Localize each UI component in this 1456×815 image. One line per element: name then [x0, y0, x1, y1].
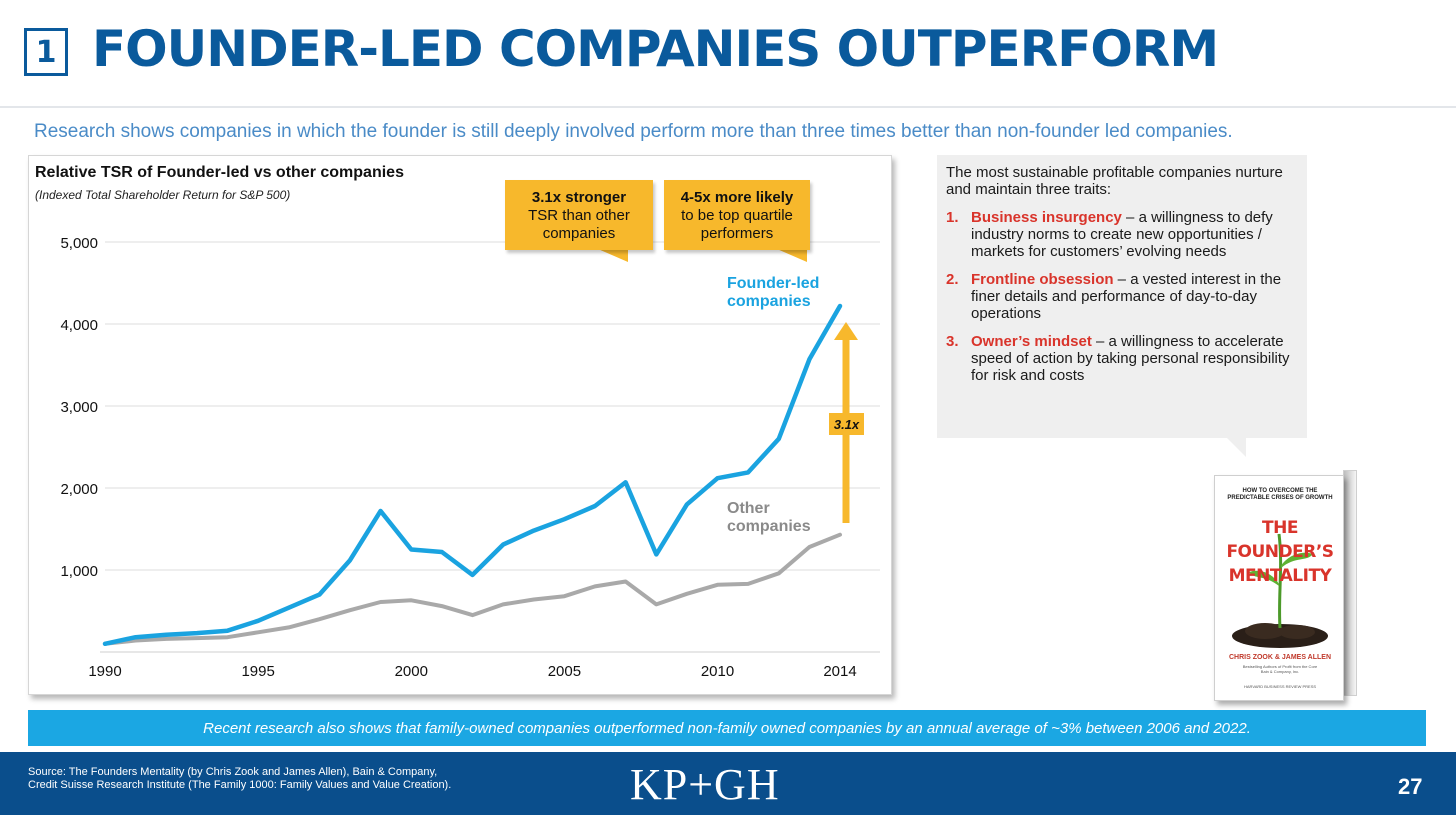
y-tick-label: 3,000 [60, 399, 98, 416]
plant-soil-icon [1232, 533, 1328, 648]
traits-panel: The most sustainable profitable companie… [937, 155, 1307, 438]
trait-name: Owner’s mindset [971, 333, 1092, 350]
multiplier-tag: 3.1x [829, 413, 864, 435]
book-title: THE FOUNDER’S MENTALITY [1215, 516, 1345, 588]
series-label-founder-led: Founder-led companies [727, 275, 819, 311]
page-subtitle: Research shows companies in which the fo… [34, 121, 1233, 142]
founder-led-series-line [102, 303, 843, 647]
trait-text: Owner’s mindset – a willingness to accel… [971, 333, 1297, 384]
footer-bar [0, 752, 1456, 815]
trait-item: 3. Owner’s mindset – a willingness to ac… [946, 333, 1297, 384]
x-tick-label: 1995 [241, 663, 274, 680]
trait-item: 1. Business insurgency – a willingness t… [946, 209, 1297, 260]
callout-stronger-line1: TSR than other [528, 207, 630, 224]
y-tick-label: 2,000 [60, 481, 98, 498]
traits-intro: The most sustainable profitable companie… [946, 164, 1283, 198]
callout-stronger-tsr: 3.1x stronger TSR than other companies [505, 180, 653, 250]
callout-stronger-bold: 3.1x stronger [531, 189, 627, 206]
trait-desc: – a willingness to defy industry norms t… [971, 209, 1273, 260]
x-tick-label: 2005 [548, 663, 581, 680]
series-label-other: Other companies [727, 500, 811, 536]
chart-title: Relative TSR of Founder-led vs other com… [35, 164, 404, 181]
y-tick-label: 1,000 [60, 563, 98, 580]
book-tagline1: Bestselling Authors of Profit from the C… [1242, 664, 1318, 669]
slide-number-box: 1 [24, 28, 68, 76]
book-title-line1: THE [1262, 518, 1298, 538]
source-citation: Source: The Founders Mentality (by Chris… [28, 766, 451, 792]
book-tagline2: Bain & Company, Inc. [1260, 669, 1300, 674]
source-line1: Source: The Founders Mentality (by Chris… [28, 766, 438, 778]
other-label-line2: companies [727, 518, 811, 535]
callout-likely-tail [777, 249, 807, 262]
y-tick-label: 5,000 [60, 235, 98, 252]
founder-label-line1: Founder-led [727, 275, 820, 292]
callout-likely-line2: performers [700, 225, 774, 242]
book-top-text: HOW TO OVERCOME THE PREDICTABLE CRISES O… [1215, 488, 1345, 502]
trait-desc: – a vested interest in the finer details… [971, 271, 1282, 322]
chart-subtitle: (Indexed Total Shareholder Return for S&… [35, 188, 291, 202]
callout-likely-line1: to be top quartile [681, 207, 793, 224]
trait-item: 2. Frontline obsession – a vested intere… [946, 271, 1297, 322]
other-label-line1: Other [727, 500, 770, 517]
trait-text: Business insurgency – a willingness to d… [971, 209, 1297, 260]
book-top-line2: PREDICTABLE CRISES OF GROWTH [1227, 495, 1333, 501]
trait-number: 2. [946, 271, 959, 288]
trait-name: Frontline obsession [971, 271, 1114, 288]
book-publisher: HARVARD BUSINESS REVIEW PRESS [1243, 684, 1317, 689]
x-tick-label: 2000 [395, 663, 428, 680]
callout-likely-bold: 4-5x more likely [680, 189, 794, 206]
family-owned-banner: Recent research also shows that family-o… [28, 710, 1426, 746]
slide-number: 1 [35, 34, 57, 70]
source-line2: Credit Suisse Research Institute (The Fa… [28, 779, 452, 791]
book-title-line3: MENTALITY [1228, 566, 1332, 586]
callout-top-quartile: 4-5x more likely to be top quartile perf… [664, 180, 810, 250]
other-companies-series-line [103, 532, 842, 646]
gap-arrow-head [834, 322, 858, 340]
y-tick-label: 4,000 [60, 317, 98, 334]
kpgh-logo: KP+GH [630, 760, 780, 809]
book-top-line1: HOW TO OVERCOME THE [1242, 488, 1318, 494]
x-tick-label: 2010 [701, 663, 734, 680]
book-image: HOW TO OVERCOME THE PREDICTABLE CRISES O… [1212, 465, 1364, 705]
book-authors: CHRIS ZOOK & JAMES ALLEN [1228, 654, 1332, 661]
book-cover: HOW TO OVERCOME THE PREDICTABLE CRISES O… [1214, 475, 1344, 701]
page-number: 27 [1398, 774, 1423, 799]
traits-speech-tail [1226, 437, 1246, 457]
book-tagline: Bestselling Authors of Profit from the C… [1215, 664, 1345, 674]
trait-name: Business insurgency [971, 209, 1122, 226]
trait-text: Frontline obsession – a vested interest … [971, 271, 1297, 322]
founder-label-line2: companies [727, 293, 811, 310]
title-divider [0, 106, 1456, 108]
trait-number: 1. [946, 209, 959, 226]
trait-desc: – a willingness to accelerate speed of a… [971, 333, 1290, 384]
book-spine [1343, 470, 1357, 696]
page-title: FOUNDER-LED COMPANIES OUTPERFORM [92, 20, 1219, 78]
trait-number: 3. [946, 333, 959, 350]
book-title-line2: FOUNDER’S [1226, 542, 1334, 562]
callout-stronger-tail [598, 249, 628, 262]
x-tick-label: 2014 [823, 663, 856, 680]
callout-stronger-line2: companies [542, 225, 616, 242]
x-tick-label: 1990 [88, 663, 121, 680]
